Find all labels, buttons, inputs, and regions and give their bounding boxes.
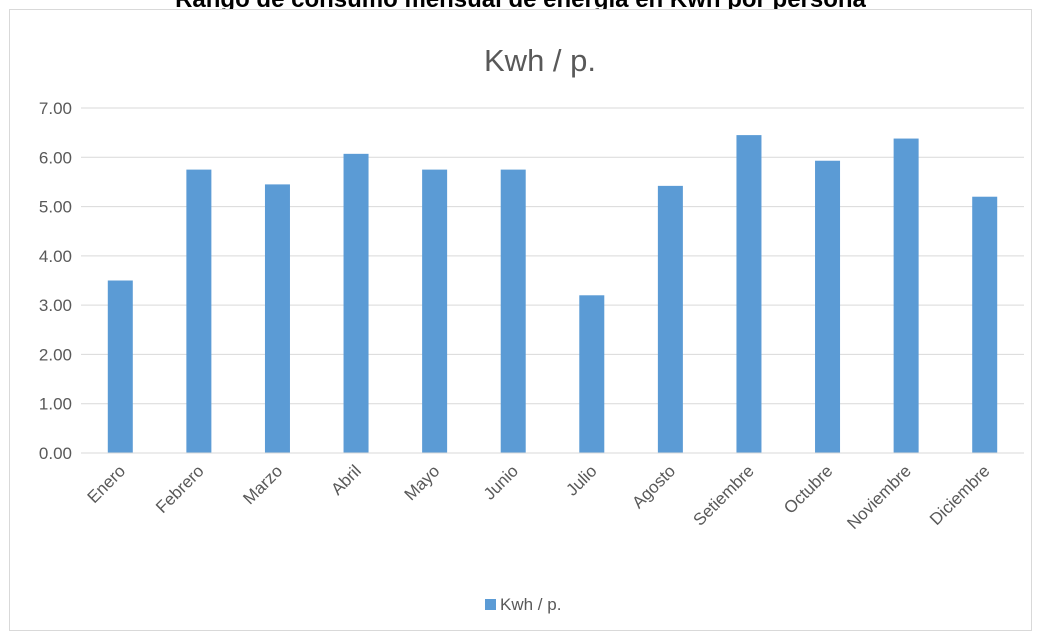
bar-setiembre (736, 135, 762, 453)
y-tick-label: 2.00 (39, 345, 72, 364)
bar-marzo (264, 184, 290, 453)
chart-area: Kwh / p. 0.00 1.00 2.00 3.00 4.00 5.00 6.00 7.0… (9, 9, 1032, 631)
bar-octubre (815, 160, 841, 453)
chart-title: Kwh / p. (484, 43, 596, 78)
y-tick-label: 5.00 (39, 198, 72, 217)
x-tick-label: Mayo (401, 461, 444, 504)
x-tick-label: Octubre (780, 461, 836, 517)
y-tick-label: 7.00 (39, 99, 72, 118)
gridlines (81, 107, 1024, 405)
x-tick-label: Julio (562, 461, 600, 499)
y-tick-label: 1.00 (39, 395, 72, 414)
x-tick-label: Junio (480, 461, 522, 503)
y-tick-label: 0.00 (39, 444, 72, 463)
y-tick-label: 6.00 (39, 148, 72, 167)
legend-swatch (485, 599, 496, 610)
bar-noviembre (893, 138, 919, 454)
bar-diciembre (972, 196, 998, 453)
chart-svg: Kwh / p. 0.00 1.00 2.00 3.00 4.00 5.00 6.00 7.0… (39, 43, 1024, 614)
x-tick-label: Noviembre (843, 461, 915, 533)
x-tick-label: Diciembre (926, 461, 994, 529)
bars (107, 135, 998, 454)
x-tick-label: Enero (84, 461, 130, 507)
legend-label: Kwh / p. (500, 595, 561, 614)
y-tick-label: 4.00 (39, 247, 72, 266)
x-tick-label: Febrero (152, 461, 208, 517)
bar-mayo (422, 169, 448, 453)
x-tick-label: Agosto (628, 461, 679, 512)
x-tick-label: Marzo (239, 461, 286, 508)
bar-julio (579, 295, 605, 453)
x-tick-label: Abril (327, 461, 364, 498)
bar-enero (107, 280, 133, 453)
legend: Kwh / p. (485, 595, 561, 614)
y-tick-label: 3.00 (39, 296, 72, 315)
bar-febrero (186, 169, 212, 453)
x-tick-label: Setiembre (690, 461, 758, 529)
bar-junio (500, 169, 526, 453)
bar-abril (343, 153, 369, 454)
y-axis-tick-labels: 0.00 1.00 2.00 3.00 4.00 5.00 6.00 7.00 (39, 99, 72, 463)
bar-agosto (657, 185, 683, 453)
x-axis-tick-labels: Enero Febrero Marzo Abril Mayo Junio Julio Agos… (84, 461, 994, 533)
